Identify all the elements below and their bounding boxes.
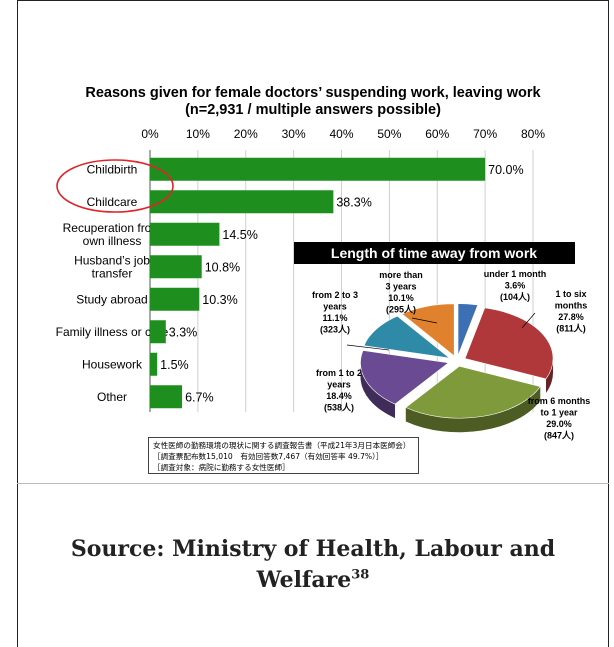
bar-value-label: 6.7% (185, 390, 214, 404)
pie-slice-label: from 1 to 2 years 18.4% (538人) (316, 368, 362, 413)
figure: Reasons given for female doctors’ suspen… (17, 0, 609, 484)
bar (150, 385, 183, 409)
bar-value-label: 1.5% (160, 358, 189, 372)
x-axis-ticks: 0% 10% 20% 30% 40% 50% 60% 70% 80% (141, 127, 545, 141)
pie-slice-label: 1 to six months 27.8% (811人) (555, 289, 588, 334)
category-label: Husband’s job transfer (74, 253, 150, 280)
category-label: Other (97, 390, 127, 404)
pie-title-bar (294, 242, 575, 264)
x-tick-label: 40% (329, 127, 353, 141)
bar-value-label: 38.3% (336, 195, 371, 209)
bar-value-label: 10.8% (205, 260, 240, 274)
x-tick-label: 80% (521, 127, 545, 141)
pie-leader-line (411, 317, 438, 324)
bar-value-label: 3.3% (169, 325, 198, 339)
highlight-ellipse (56, 159, 174, 213)
category-label: Housework (82, 357, 143, 371)
highlight-ellipse-shape (56, 159, 174, 213)
pie-slice (405, 365, 541, 419)
pie-slice-label: more than 3 years 10.1% (295人) (379, 270, 423, 315)
note-line: 女性医師の勤務環境の現状に関する調査報告書（平成21年3月日本医師会） (153, 441, 411, 450)
x-tick-label: 30% (282, 127, 306, 141)
source-caption: Source: Ministry of Health, Labour and W… (17, 534, 609, 596)
frame-top-border (17, 0, 609, 1)
chart-title: Reasons given for female doctors’ suspen… (85, 85, 541, 101)
pie-leader-line (521, 312, 536, 329)
bar (150, 190, 334, 214)
bar (150, 222, 220, 246)
x-tick-label: 50% (377, 127, 401, 141)
pie-slice-side (545, 358, 554, 393)
pie-title: Length of time away from work (331, 245, 537, 261)
note-line: ［調査票配布数15,010 有効回答数7,467（有効回答率 49.7%）］ (153, 452, 384, 461)
pie-slice (363, 315, 451, 359)
pie-slice (457, 303, 479, 356)
pie-slice-side (360, 362, 396, 419)
category-label: Recuperation from own illness (63, 221, 162, 248)
pie-slice-label: under 1 month 3.6% (104人) (484, 269, 547, 302)
pie-leader-line (346, 344, 390, 351)
category-label: Study abroad (76, 292, 147, 306)
chart-subtitle: (n=2,931 / multiple answers possible) (185, 102, 441, 118)
category-label: Childcare (87, 195, 138, 209)
source-text: Source: Ministry of Health, Labour and W… (70, 536, 556, 593)
pie-slice (360, 350, 450, 405)
note-line: ［調査対象：病院に勤務する女性医師］ (153, 463, 290, 472)
x-tick-label: 60% (425, 127, 449, 141)
pie-slice (464, 307, 554, 380)
pie-slice-label: from 2 to 3 years 11.1% (323人) (312, 290, 358, 335)
pie-slice-label: from 6 months to 1 year 29.0% (847人) (528, 396, 591, 441)
survey-note: 女性医師の勤務環境の現状に関する調査報告書（平成21年3月日本医師会） ［調査票… (148, 437, 419, 474)
source-ref: 38 (351, 567, 370, 583)
category-labels: Childbirth Childcare Recuperation from own … (56, 162, 169, 404)
x-tick-label: 20% (234, 127, 258, 141)
bar-value-label: 70.0% (488, 163, 523, 177)
category-label: Childbirth (87, 162, 138, 176)
bar (150, 320, 166, 344)
bar (150, 352, 158, 376)
bar-value-label: 10.3% (202, 293, 237, 307)
bars: 70.0% 38.3% 14.5% 10.8% 10.3% 3.3% 1.5% 6.7% (150, 157, 524, 409)
bar (150, 157, 486, 181)
pie-slice-side (405, 386, 541, 433)
bar (150, 287, 200, 311)
bar-value-label: 14.5% (222, 228, 257, 242)
chart-canvas: Reasons given for female doctors’ suspen… (56, 85, 591, 441)
pie-slice (401, 303, 455, 357)
pie-chart: Length of time away from work under 1 mon… (294, 242, 590, 441)
bar (150, 255, 202, 279)
x-tick-label: 10% (186, 127, 210, 141)
page-frame (17, 0, 609, 647)
x-tick-label: 0% (141, 127, 159, 141)
category-label: Family illness or care (56, 325, 169, 339)
x-tick-label: 70% (473, 127, 497, 141)
